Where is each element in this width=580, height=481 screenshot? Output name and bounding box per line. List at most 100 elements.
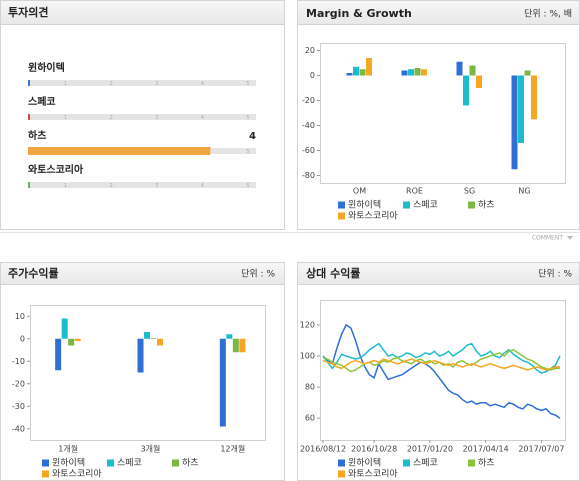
- scale-label: 4: [201, 183, 204, 189]
- comment-strip: COMMENT: [0, 232, 580, 242]
- y-tick-label: -20: [302, 96, 315, 105]
- bar: [226, 334, 233, 339]
- bar: [150, 338, 157, 339]
- scale-label: 4: [201, 115, 204, 121]
- bar: [353, 66, 359, 76]
- legend-label: 와토스코리아: [348, 468, 398, 480]
- bar: [366, 58, 372, 76]
- color-marker: [28, 182, 30, 188]
- x-tick-label: SG: [464, 187, 475, 196]
- comment-arrow[interactable]: [567, 236, 573, 240]
- scale-label: 3: [155, 81, 158, 87]
- legend-label: 윈하이텍: [348, 458, 381, 469]
- item-name: 하츠: [28, 129, 46, 142]
- legend-label: 와토스코리아: [52, 468, 102, 480]
- y-tick-label: -40: [12, 424, 25, 433]
- item-name: 윈하이텍: [28, 61, 65, 74]
- x-tick-label: 3개월: [141, 444, 161, 454]
- plot-frame: [320, 43, 566, 184]
- line-series: [322, 342, 561, 374]
- legend-swatch: [338, 470, 345, 478]
- legend-label: 윈하이텍: [52, 458, 85, 469]
- rating-track: [28, 80, 256, 86]
- y-tick-label: 0: [310, 71, 315, 80]
- bar: [68, 338, 75, 346]
- bar: [61, 318, 68, 339]
- bar: [401, 70, 408, 76]
- bar: [144, 332, 150, 339]
- scale-label: 4: [201, 81, 204, 87]
- bar: [476, 75, 482, 88]
- bar: [469, 65, 476, 76]
- color-marker: [28, 114, 30, 120]
- y-tick-label: -20: [12, 379, 25, 388]
- legend-swatch: [42, 459, 49, 467]
- bar: [531, 75, 537, 120]
- scale-label: 5: [246, 149, 249, 155]
- bar: [137, 338, 144, 373]
- bar: [463, 75, 469, 106]
- legend-label: 하츠: [182, 458, 199, 469]
- panel-title: 투자의견: [8, 5, 48, 19]
- bar: [219, 338, 226, 427]
- legend-swatch: [403, 459, 410, 467]
- scale-label: 3: [155, 115, 158, 121]
- legend-swatch: [338, 201, 345, 209]
- y-tick-label: 10: [15, 312, 25, 321]
- legend-swatch: [338, 459, 345, 467]
- rating-track: [28, 114, 256, 120]
- plot-frame: [30, 305, 266, 441]
- legend-label: 하츠: [478, 458, 495, 469]
- scale-label: 5: [246, 81, 249, 87]
- scale-label: 1: [64, 115, 67, 121]
- x-tick-label: 1개월: [58, 444, 78, 454]
- legend-swatch: [338, 212, 345, 220]
- legend-label: 하츠: [478, 200, 495, 211]
- x-tick-label: 2016/10/28: [351, 445, 397, 454]
- unit-label: 단위 : %, 배: [524, 9, 572, 20]
- panel-title: 주가수익률: [8, 266, 59, 280]
- x-tick-label: 2016/08/12: [300, 445, 346, 454]
- color-marker: [28, 80, 30, 86]
- y-tick-label: 0: [20, 334, 25, 343]
- bar: [157, 338, 163, 346]
- scale-label: 2: [110, 183, 113, 189]
- comment-toggle[interactable]: COMMENT: [532, 235, 564, 242]
- item-name: 와토스코리아: [28, 163, 84, 176]
- legend-swatch: [107, 459, 114, 467]
- x-tick-label: ROE: [406, 187, 423, 196]
- y-tick-label: 100: [300, 352, 315, 361]
- bar: [346, 73, 353, 76]
- x-tick-label: 12개월: [220, 444, 245, 454]
- bar: [511, 75, 518, 170]
- bar: [408, 69, 414, 76]
- unit-label: 단위 : %: [241, 269, 275, 280]
- scale-label: 1: [64, 183, 67, 189]
- panel-title: Margin & Growth: [306, 7, 412, 20]
- unit-label: 단위 : %: [538, 269, 572, 280]
- rating-value: 4: [249, 131, 256, 142]
- legend-swatch: [468, 459, 475, 467]
- bar: [456, 61, 463, 76]
- scale-label: 2: [110, 81, 113, 87]
- y-tick-label: 60: [305, 414, 315, 423]
- x-tick-label: OM: [353, 187, 366, 196]
- bar: [414, 68, 421, 76]
- bar: [239, 338, 246, 353]
- y-tick-label: 120: [300, 320, 315, 329]
- line-series: [322, 358, 560, 371]
- legend-label: 스페코: [413, 200, 438, 211]
- bar: [524, 70, 531, 76]
- panel-title: 상대 수익률: [306, 266, 360, 280]
- x-tick-label: NG: [518, 187, 530, 196]
- bar: [518, 75, 524, 143]
- panel-margin: Margin & Growth 단위 : %, 배: [297, 0, 580, 230]
- x-tick-label: 2017/07/07: [518, 445, 564, 454]
- scale-label: 2: [110, 115, 113, 121]
- scale-label: 1: [64, 81, 67, 87]
- y-tick-label: -60: [302, 146, 315, 155]
- x-tick-label: 2017/01/20: [407, 445, 453, 454]
- legend-swatch: [403, 201, 410, 209]
- bar: [74, 338, 81, 341]
- y-tick-label: 80: [305, 383, 315, 392]
